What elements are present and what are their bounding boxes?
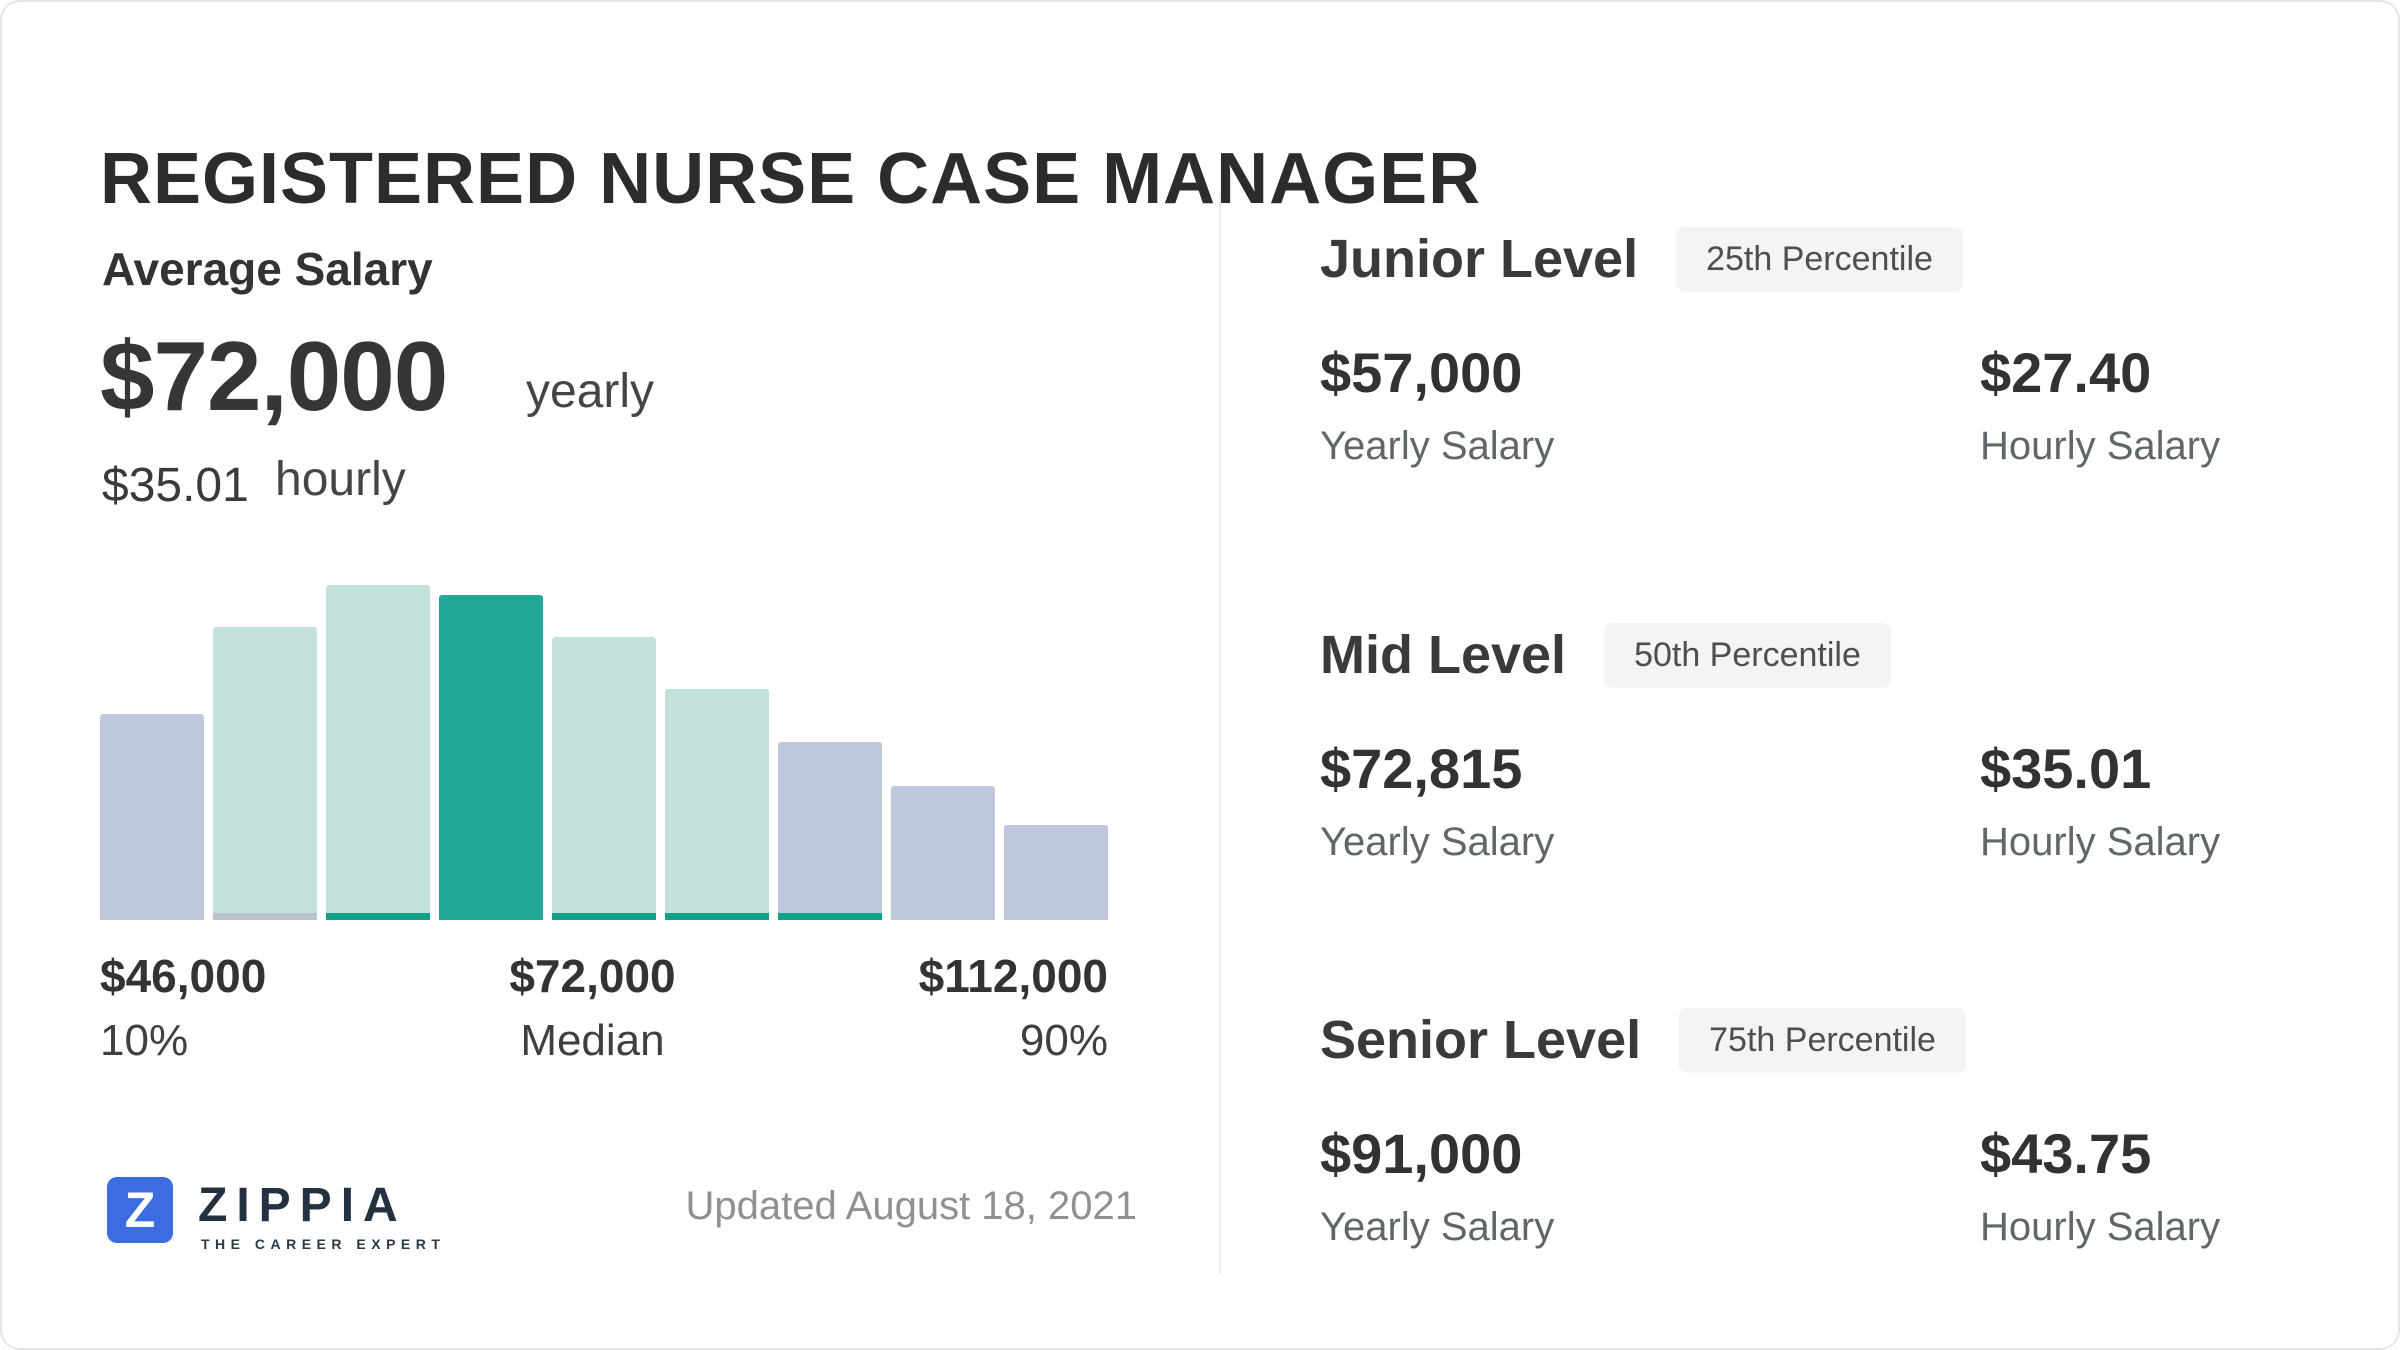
hourly-value: $43.75 [1980, 1122, 2152, 1185]
average-yearly-unit: yearly [526, 365, 655, 418]
axis-label-median: $72,000 Median [509, 950, 675, 1066]
histogram-bar-accent [552, 913, 656, 920]
histogram-bar [326, 585, 430, 920]
yearly-value: $72,815 [1320, 737, 1523, 800]
yearly-column: $72,815 Yearly Salary [1320, 736, 1554, 866]
level-values-mid: $72,815 Yearly Salary $35.01 Hourly Sala… [1320, 736, 2350, 906]
level-head-junior: Junior Level 25th Percentile [1320, 224, 2350, 294]
yearly-label: Yearly Salary [1320, 1205, 1555, 1249]
axis-sub-10th: 10% [100, 1016, 189, 1065]
hourly-column: $35.01 Hourly Salary [1980, 736, 2220, 866]
hourly-label: Hourly Salary [1980, 424, 2221, 468]
histogram-bar-accent [326, 913, 430, 920]
zippia-logo-letter: Z [124, 1182, 156, 1238]
brand-tagline: THE CAREER EXPERT [201, 1236, 446, 1252]
level-head-senior: Senior Level 75th Percentile [1320, 1005, 2350, 1075]
level-section-junior: Junior Level 25th Percentile $57,000 Yea… [1320, 224, 2350, 510]
hourly-column: $27.40 Hourly Salary [1980, 340, 2220, 470]
hourly-label: Hourly Salary [1980, 1205, 2221, 1249]
histogram-bar-accent [778, 913, 882, 920]
yearly-label: Yearly Salary [1320, 424, 1555, 468]
level-section-senior: Senior Level 75th Percentile $91,000 Yea… [1320, 1005, 2350, 1291]
average-salary-heading: Average Salary [102, 243, 433, 295]
yearly-value: $91,000 [1320, 1122, 1523, 1185]
histogram-bar [439, 595, 543, 920]
level-head-mid: Mid Level 50th Percentile [1320, 620, 2350, 690]
yearly-column: $57,000 Yearly Salary [1320, 340, 1554, 470]
percentile-badge: 75th Percentile [1679, 1008, 1966, 1072]
yearly-column: $91,000 Yearly Salary [1320, 1121, 1554, 1251]
level-name: Junior Level [1320, 229, 1639, 289]
axis-value-median: $72,000 [509, 950, 676, 1002]
axis-label-10th: $46,000 10% [100, 950, 266, 1066]
average-yearly-value: $72,000 [100, 321, 448, 431]
vertical-divider [1219, 192, 1221, 1274]
level-values-senior: $91,000 Yearly Salary $43.75 Hourly Sala… [1320, 1121, 2350, 1291]
updated-date: Updated August 18, 2021 [685, 1184, 1137, 1228]
level-values-junior: $57,000 Yearly Salary $27.40 Hourly Sala… [1320, 340, 2350, 510]
histogram-bar [100, 714, 204, 920]
average-hourly-unit: hourly [275, 453, 406, 506]
zippia-logo-icon: Z [107, 1177, 173, 1243]
yearly-label: Yearly Salary [1320, 820, 1555, 864]
histogram-bar-accent [665, 913, 769, 920]
level-name: Senior Level [1320, 1010, 1642, 1070]
hourly-label: Hourly Salary [1980, 820, 2221, 864]
axis-sub-90th: 90% [1019, 1016, 1108, 1065]
histogram-bar [778, 742, 882, 920]
yearly-value: $57,000 [1320, 341, 1523, 404]
axis-label-90th: $112,000 90% [919, 950, 1108, 1066]
hourly-value: $35.01 [1980, 737, 2152, 800]
brand-name: ZIPPIA [198, 1179, 407, 1232]
level-name: Mid Level [1320, 625, 1567, 685]
histogram-bar [891, 786, 995, 920]
hourly-value: $27.40 [1980, 341, 2152, 404]
histogram-bar [665, 689, 769, 920]
histogram [100, 585, 1108, 920]
page-title: REGISTERED NURSE CASE MANAGER [100, 139, 1482, 220]
percentile-badge: 50th Percentile [1604, 623, 1891, 687]
level-section-mid: Mid Level 50th Percentile $72,815 Yearly… [1320, 620, 2350, 906]
axis-value-90th: $112,000 [918, 950, 1108, 1002]
histogram-bar [1004, 825, 1108, 920]
hourly-column: $43.75 Hourly Salary [1980, 1121, 2220, 1251]
axis-sub-median: Median [520, 1016, 665, 1065]
histogram-bar [552, 637, 656, 920]
histogram-bar [213, 627, 317, 920]
percentile-badge: 25th Percentile [1676, 227, 1963, 291]
histogram-bar-accent [213, 913, 317, 920]
average-hourly-value: $35.01 [102, 459, 249, 512]
axis-value-10th: $46,000 [100, 950, 267, 1002]
histogram-axis-labels: $46,000 10% $72,000 Median $112,000 90% [100, 950, 1108, 1066]
